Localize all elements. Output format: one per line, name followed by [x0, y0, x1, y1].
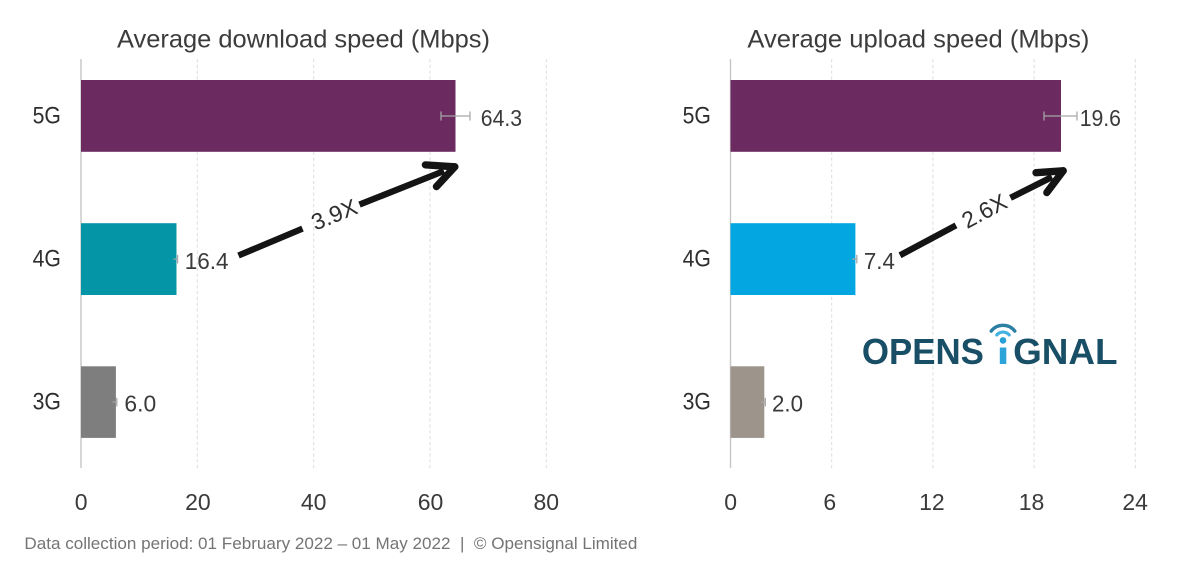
svg-text:Average upload speed (Mbps): Average upload speed (Mbps) — [747, 26, 1089, 54]
svg-text:7.4: 7.4 — [864, 248, 895, 274]
svg-text:40: 40 — [301, 489, 327, 515]
svg-text:60: 60 — [418, 489, 444, 515]
svg-text:3G: 3G — [33, 389, 61, 416]
svg-text:20: 20 — [185, 489, 211, 515]
svg-text:16.4: 16.4 — [185, 248, 229, 274]
svg-text:6.0: 6.0 — [124, 391, 156, 417]
svg-text:19.6: 19.6 — [1080, 105, 1121, 131]
svg-text:4G: 4G — [683, 245, 711, 272]
svg-text:5G: 5G — [33, 102, 61, 129]
svg-text:18: 18 — [1019, 489, 1045, 515]
svg-text:Data collection period: 01 Feb: Data collection period: 01 February 2022… — [24, 535, 637, 553]
svg-text:2.0: 2.0 — [772, 391, 803, 417]
svg-text:OPENS: OPENS — [862, 331, 984, 372]
svg-text:80: 80 — [534, 489, 560, 515]
svg-text:6: 6 — [823, 489, 836, 515]
svg-text:64.3: 64.3 — [481, 105, 522, 131]
svg-text:5G: 5G — [683, 102, 711, 129]
svg-text:GNAL: GNAL — [1013, 331, 1118, 372]
svg-text:3G: 3G — [683, 389, 711, 416]
svg-text:0: 0 — [75, 489, 88, 515]
svg-text:4G: 4G — [33, 245, 61, 272]
svg-text:12: 12 — [919, 489, 945, 515]
svg-text:24: 24 — [1122, 489, 1148, 515]
svg-text:Average download speed (Mbps): Average download speed (Mbps) — [117, 26, 490, 54]
svg-text:0: 0 — [724, 489, 737, 515]
